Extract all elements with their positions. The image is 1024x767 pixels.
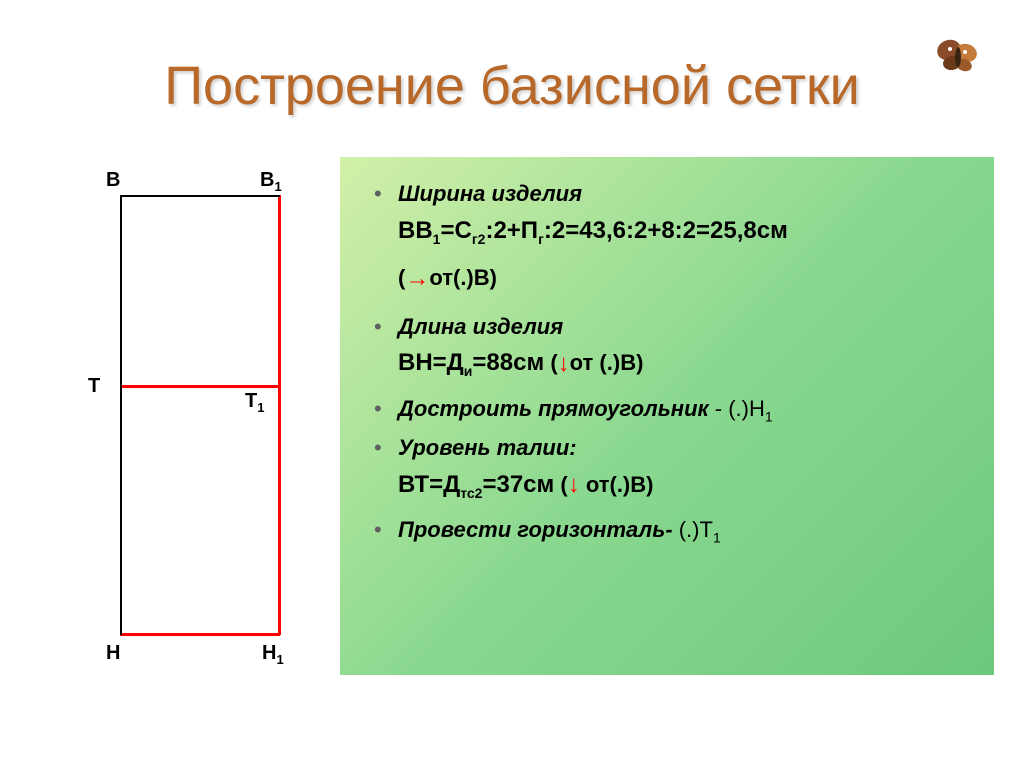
label-B: В xyxy=(106,169,120,192)
formula-width: ВВ1=Сг2:2+Пг:2=43,6:2+8:2=25,8см xyxy=(370,214,972,249)
item-waist: Уровень талии: xyxy=(370,433,972,464)
note-width: (→от(.)В) xyxy=(370,261,972,295)
page-title: Построение базисной сетки xyxy=(0,0,1024,117)
item-length: Длина изделия xyxy=(370,312,972,343)
line-left-black xyxy=(120,195,122,635)
line-bottom-red xyxy=(120,633,280,636)
label-T: Т xyxy=(88,375,100,398)
formula-waist: ВТ=Дтс2=37см (↓ от(.)В) xyxy=(370,468,972,503)
diagram-area: В В1 Т Т1 Н Н1 xyxy=(30,157,340,675)
line-right-red xyxy=(278,195,281,635)
line-waist-red xyxy=(120,385,280,388)
label-T1: Т1 xyxy=(245,390,264,415)
label-H: Н xyxy=(106,642,120,665)
arrow-down-icon: ↓ xyxy=(558,347,570,381)
content-row: В В1 Т Т1 Н Н1 Ширина изделия ВВ1=Сг2:2+… xyxy=(0,157,1024,675)
label-B1: В1 xyxy=(260,169,282,194)
info-panel: Ширина изделия ВВ1=Сг2:2+Пг:2=43,6:2+8:2… xyxy=(340,157,994,675)
item-width: Ширина изделия xyxy=(370,179,972,210)
item-rect: Достроить прямоугольник - (.)Н1 xyxy=(370,394,972,427)
arrow-down-icon-2: ↓ xyxy=(568,468,580,502)
arrow-right-icon: → xyxy=(405,262,429,296)
label-H1: Н1 xyxy=(262,642,284,667)
item-horizontal: Провести горизонталь- (.)Т1 xyxy=(370,515,972,548)
formula-length: ВН=Ди=88см (↓от (.)В) xyxy=(370,346,972,381)
line-top-black xyxy=(120,195,280,197)
butterfly-icon xyxy=(934,35,984,75)
